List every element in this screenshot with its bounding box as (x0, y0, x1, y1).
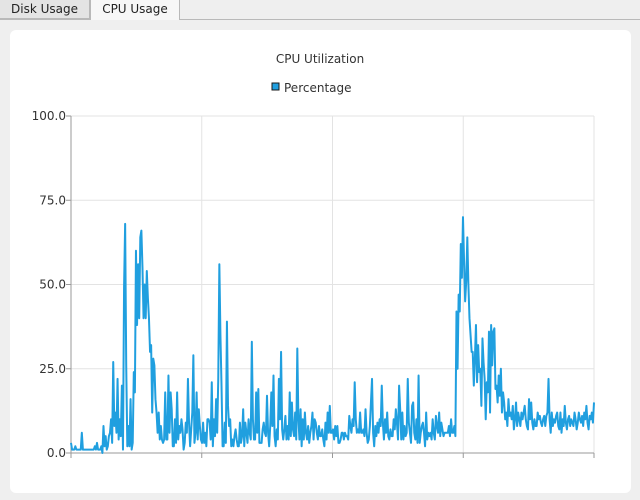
tab-cpu-usage[interactable]: CPU Usage (90, 0, 180, 20)
legend-swatch (271, 82, 280, 91)
tab-bar: Disk Usage CPU Usage (0, 0, 640, 20)
tab-divider (0, 19, 640, 20)
tab-disk-usage[interactable]: Disk Usage (0, 0, 90, 19)
y-tick-label: 75.0 (39, 193, 66, 207)
legend: Percentage (271, 81, 352, 95)
y-tick-label: 50.0 (39, 278, 66, 292)
series-line-percentage (70, 216, 595, 454)
y-tick-label: 25.0 (39, 362, 66, 376)
y-tick-label: 0.0 (47, 446, 66, 460)
y-axis: 0.0 25.0 50.0 75.0 100.0 (32, 109, 72, 460)
legend-label: Percentage (284, 81, 352, 95)
y-tick-label: 100.0 (32, 109, 66, 123)
chart-title: CPU Utilization (276, 52, 364, 66)
x-axis (70, 452, 595, 458)
